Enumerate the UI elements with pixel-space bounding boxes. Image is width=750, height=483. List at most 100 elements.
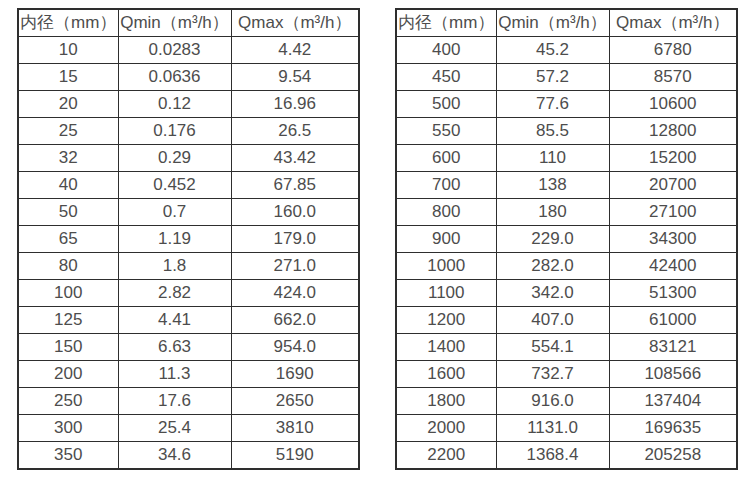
table-cell: 42400 — [609, 253, 737, 280]
table-cell: 40 — [18, 172, 118, 199]
table-cell: 1368.4 — [496, 442, 609, 470]
table-cell: 282.0 — [496, 253, 609, 280]
table-cell: 600 — [396, 145, 496, 172]
table-row: 1254.41662.0 — [18, 307, 359, 334]
header-row: 内径（mm）Qmin（m³/h）Qmax（m³/h） — [18, 9, 359, 37]
table-row: 55085.512800 — [396, 118, 737, 145]
table-cell: 1800 — [396, 388, 496, 415]
table-cell: 10 — [18, 37, 118, 64]
table-cell: 51300 — [609, 280, 737, 307]
header-row: 内径（mm）Qmin（m³/h）Qmax（m³/h） — [396, 9, 737, 37]
table-cell: 271.0 — [231, 253, 359, 280]
table-cell: 8570 — [609, 64, 737, 91]
table-row: 1100342.051300 — [396, 280, 737, 307]
table-cell: 150 — [18, 334, 118, 361]
column-header: 内径（mm） — [18, 9, 118, 37]
table-cell: 57.2 — [496, 64, 609, 91]
table-cell: 2.82 — [118, 280, 231, 307]
table-cell: 43.42 — [231, 145, 359, 172]
table-row: 1000282.042400 — [396, 253, 737, 280]
table-cell: 77.6 — [496, 91, 609, 118]
table-cell: 250 — [18, 388, 118, 415]
table-cell: 342.0 — [496, 280, 609, 307]
table-cell: 800 — [396, 199, 496, 226]
table-cell: 1200 — [396, 307, 496, 334]
table-cell: 2000 — [396, 415, 496, 442]
table-cell: 954.0 — [231, 334, 359, 361]
table-cell: 179.0 — [231, 226, 359, 253]
table-cell: 450 — [396, 64, 496, 91]
table-cell: 16.96 — [231, 91, 359, 118]
table-cell: 0.0283 — [118, 37, 231, 64]
table-cell: 34.6 — [118, 442, 231, 470]
table-row: 801.8271.0 — [18, 253, 359, 280]
table-cell: 80 — [18, 253, 118, 280]
table-cell: 3810 — [231, 415, 359, 442]
table-cell: 11.3 — [118, 361, 231, 388]
table-row: 1600732.7108566 — [396, 361, 737, 388]
table-cell: 1131.0 — [496, 415, 609, 442]
table-cell: 34300 — [609, 226, 737, 253]
table-cell: 32 — [18, 145, 118, 172]
table-row: 651.19179.0 — [18, 226, 359, 253]
table-row: 50077.610600 — [396, 91, 737, 118]
table-row: 25017.62650 — [18, 388, 359, 415]
table-cell: 65 — [18, 226, 118, 253]
table-cell: 5190 — [231, 442, 359, 470]
table-row: 1200407.061000 — [396, 307, 737, 334]
table-cell: 25 — [18, 118, 118, 145]
table-cell: 110 — [496, 145, 609, 172]
table-cell: 550 — [396, 118, 496, 145]
table-cell: 6.63 — [118, 334, 231, 361]
flow-table-large-diameters: 内径（mm）Qmin（m³/h）Qmax（m³/h）40045.26780450… — [395, 8, 738, 470]
table-cell: 424.0 — [231, 280, 359, 307]
table-cell: 0.176 — [118, 118, 231, 145]
table-row: 22001368.4205258 — [396, 442, 737, 470]
table-cell: 0.29 — [118, 145, 231, 172]
table-cell: 554.1 — [496, 334, 609, 361]
table-cell: 500 — [396, 91, 496, 118]
table-cell: 1.8 — [118, 253, 231, 280]
column-header: Qmax（m³/h） — [231, 9, 359, 37]
table-cell: 0.452 — [118, 172, 231, 199]
table-cell: 138 — [496, 172, 609, 199]
column-header: 内径（mm） — [396, 9, 496, 37]
table-cell: 1100 — [396, 280, 496, 307]
table-row: 35034.65190 — [18, 442, 359, 470]
column-header: Qmax（m³/h） — [609, 9, 737, 37]
table-cell: 1690 — [231, 361, 359, 388]
table-cell: 125 — [18, 307, 118, 334]
table-row: 500.7160.0 — [18, 199, 359, 226]
table-cell: 61000 — [609, 307, 737, 334]
table-row: 100.02834.42 — [18, 37, 359, 64]
table-cell: 407.0 — [496, 307, 609, 334]
table-cell: 4.42 — [231, 37, 359, 64]
table-cell: 85.5 — [496, 118, 609, 145]
table-cell: 229.0 — [496, 226, 609, 253]
table-row: 20011.31690 — [18, 361, 359, 388]
table-row: 200.1216.96 — [18, 91, 359, 118]
table-cell: 10600 — [609, 91, 737, 118]
table-cell: 67.85 — [231, 172, 359, 199]
table-cell: 205258 — [609, 442, 737, 470]
table-row: 1506.63954.0 — [18, 334, 359, 361]
flow-spec-tables: 内径（mm）Qmin（m³/h）Qmax（m³/h）100.02834.4215… — [0, 0, 750, 470]
table-cell: 20700 — [609, 172, 737, 199]
table-cell: 0.0636 — [118, 64, 231, 91]
table-cell: 662.0 — [231, 307, 359, 334]
table-cell: 300 — [18, 415, 118, 442]
table-cell: 0.12 — [118, 91, 231, 118]
table-row: 900229.034300 — [396, 226, 737, 253]
table-row: 20001131.0169635 — [396, 415, 737, 442]
table-cell: 137404 — [609, 388, 737, 415]
table-cell: 27100 — [609, 199, 737, 226]
table-cell: 732.7 — [496, 361, 609, 388]
flow-table-small-diameters: 内径（mm）Qmin（m³/h）Qmax（m³/h）100.02834.42 15… — [17, 8, 360, 470]
table-cell: 20 — [18, 91, 118, 118]
table-cell: 160.0 — [231, 199, 359, 226]
table-cell: 2200 — [396, 442, 496, 470]
table-row: 40045.26780 — [396, 37, 737, 64]
table-cell: 1000 — [396, 253, 496, 280]
table-cell: 2650 — [231, 388, 359, 415]
table-cell: 916.0 — [496, 388, 609, 415]
